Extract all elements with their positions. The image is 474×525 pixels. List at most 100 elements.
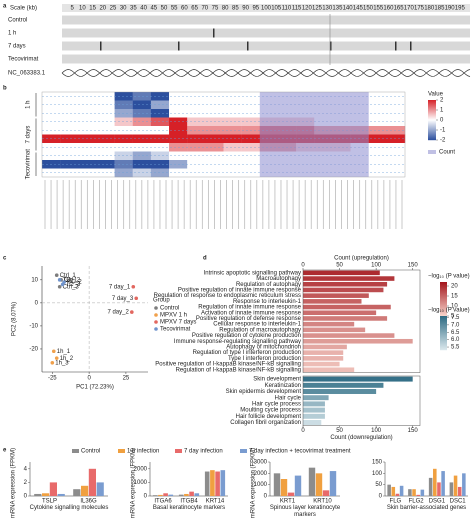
y-axis-label: mRNA expression (FPKM) xyxy=(11,448,17,518)
bar xyxy=(303,401,325,407)
category-label: Hair follicle development xyxy=(236,414,302,420)
heatmap-cell xyxy=(386,151,406,161)
bar xyxy=(163,493,168,496)
y-tick-label: 3000 xyxy=(254,460,268,466)
colorbar-step xyxy=(440,294,447,296)
track-label: Tecovirimat xyxy=(8,57,39,63)
x-axis-label: Count (upregulation) xyxy=(334,256,389,262)
subchart-title: Cytokine signalling molecules xyxy=(29,505,109,511)
point xyxy=(57,278,62,282)
scale-tick-label: 100 xyxy=(261,6,272,12)
heatmap-cell xyxy=(132,117,152,127)
y-tick-label: 0 xyxy=(379,494,383,500)
colorbar-step xyxy=(440,328,447,330)
bar xyxy=(329,471,337,496)
colorbar-step xyxy=(428,137,436,139)
heatmap-cell xyxy=(368,117,388,127)
bar xyxy=(303,333,395,338)
y-tick-label: 2000 xyxy=(134,466,148,472)
track-feature xyxy=(410,41,412,51)
point xyxy=(54,273,59,278)
colorbar-step xyxy=(440,345,447,347)
point-label: TC_2 xyxy=(67,280,82,286)
track-feature xyxy=(395,41,397,51)
group-label: 7 days xyxy=(26,126,32,144)
heatmap-cell xyxy=(368,168,388,178)
scale-tick-label: 185 xyxy=(434,6,445,12)
colorbar-step xyxy=(428,108,436,110)
highlight-region xyxy=(259,92,369,177)
bar xyxy=(457,486,462,496)
track-label: 1 h xyxy=(8,31,16,37)
colorbar-step xyxy=(440,288,447,290)
colorbar-step xyxy=(440,311,447,313)
heatmap-cell xyxy=(386,134,406,144)
colorbar-step xyxy=(428,117,436,119)
legend-swatch xyxy=(175,449,182,453)
bar xyxy=(303,389,377,394)
heatmap-cell xyxy=(60,100,79,110)
heatmap-cell xyxy=(132,151,152,161)
colorbar-step xyxy=(428,124,436,126)
scale-tick-label: 155 xyxy=(373,6,384,12)
colorbar-step xyxy=(440,316,447,318)
colorbar-step xyxy=(440,282,447,284)
heatmap-cell xyxy=(60,92,79,101)
x-tick-label: 50 xyxy=(336,428,343,434)
track-feature xyxy=(178,41,180,51)
colorbar-tick-label: 5.5 xyxy=(451,345,460,351)
scale-tick-label: 40 xyxy=(140,6,147,12)
colorbar-step xyxy=(440,313,447,315)
scale-tick-label: 110 xyxy=(282,6,292,12)
colorbar-step xyxy=(428,112,436,114)
colorbar-step xyxy=(428,111,436,113)
colorbar-step xyxy=(428,106,436,108)
track-feature xyxy=(330,41,332,51)
x-tick-label: IL36G xyxy=(80,499,97,505)
heatmap-cell xyxy=(96,160,115,169)
bar xyxy=(303,382,384,388)
bar xyxy=(303,304,391,310)
point-label: TC_3 xyxy=(66,282,81,288)
heatmap-cell xyxy=(96,117,115,127)
colorbar-step xyxy=(440,308,447,310)
colorbar-step xyxy=(440,336,447,338)
x-tick-label: 150 xyxy=(408,428,419,434)
colorbar-tick-label: 15 xyxy=(451,294,458,300)
heatmap-cell xyxy=(150,126,170,135)
bar xyxy=(81,485,89,496)
colorbar-step xyxy=(428,114,436,116)
category-label: Response to interleukin-1 xyxy=(233,299,302,305)
y-tick-label: 100 xyxy=(372,471,383,477)
heatmap-cell xyxy=(96,151,115,161)
bar xyxy=(303,376,413,382)
scale-tick-label: 145 xyxy=(353,6,364,12)
heatmap-cell xyxy=(187,109,206,118)
heatmap-cell xyxy=(60,168,79,178)
heatmap-cell xyxy=(96,92,115,101)
x-tick-label: 0 xyxy=(87,376,91,382)
bar xyxy=(462,473,466,496)
y-tick-label: 2000 xyxy=(254,471,268,477)
bar xyxy=(315,473,323,496)
colorbar-step xyxy=(428,134,436,136)
legend-marker xyxy=(154,327,158,331)
bar xyxy=(303,293,369,298)
scale-tick-label: 50 xyxy=(161,6,168,12)
heatmap-cell xyxy=(223,168,242,178)
heatmap-cell xyxy=(187,160,206,169)
heatmap-cell xyxy=(187,151,206,161)
colorbar-step xyxy=(440,287,447,289)
category-label: Cellular response to interleukin-1 xyxy=(213,322,301,328)
colorbar-step xyxy=(440,334,447,336)
subchart-title: Spinous layer keratinocyte markers xyxy=(269,505,341,518)
bar xyxy=(322,490,330,496)
heatmap-cell xyxy=(187,143,206,152)
x-tick-label: -25 xyxy=(48,376,57,382)
colorbar-step xyxy=(428,100,436,102)
colorbar-step xyxy=(440,309,447,311)
heatmap-cell xyxy=(368,160,388,169)
bar xyxy=(453,475,458,496)
bar xyxy=(294,475,302,496)
heatmap-cell xyxy=(150,143,170,152)
